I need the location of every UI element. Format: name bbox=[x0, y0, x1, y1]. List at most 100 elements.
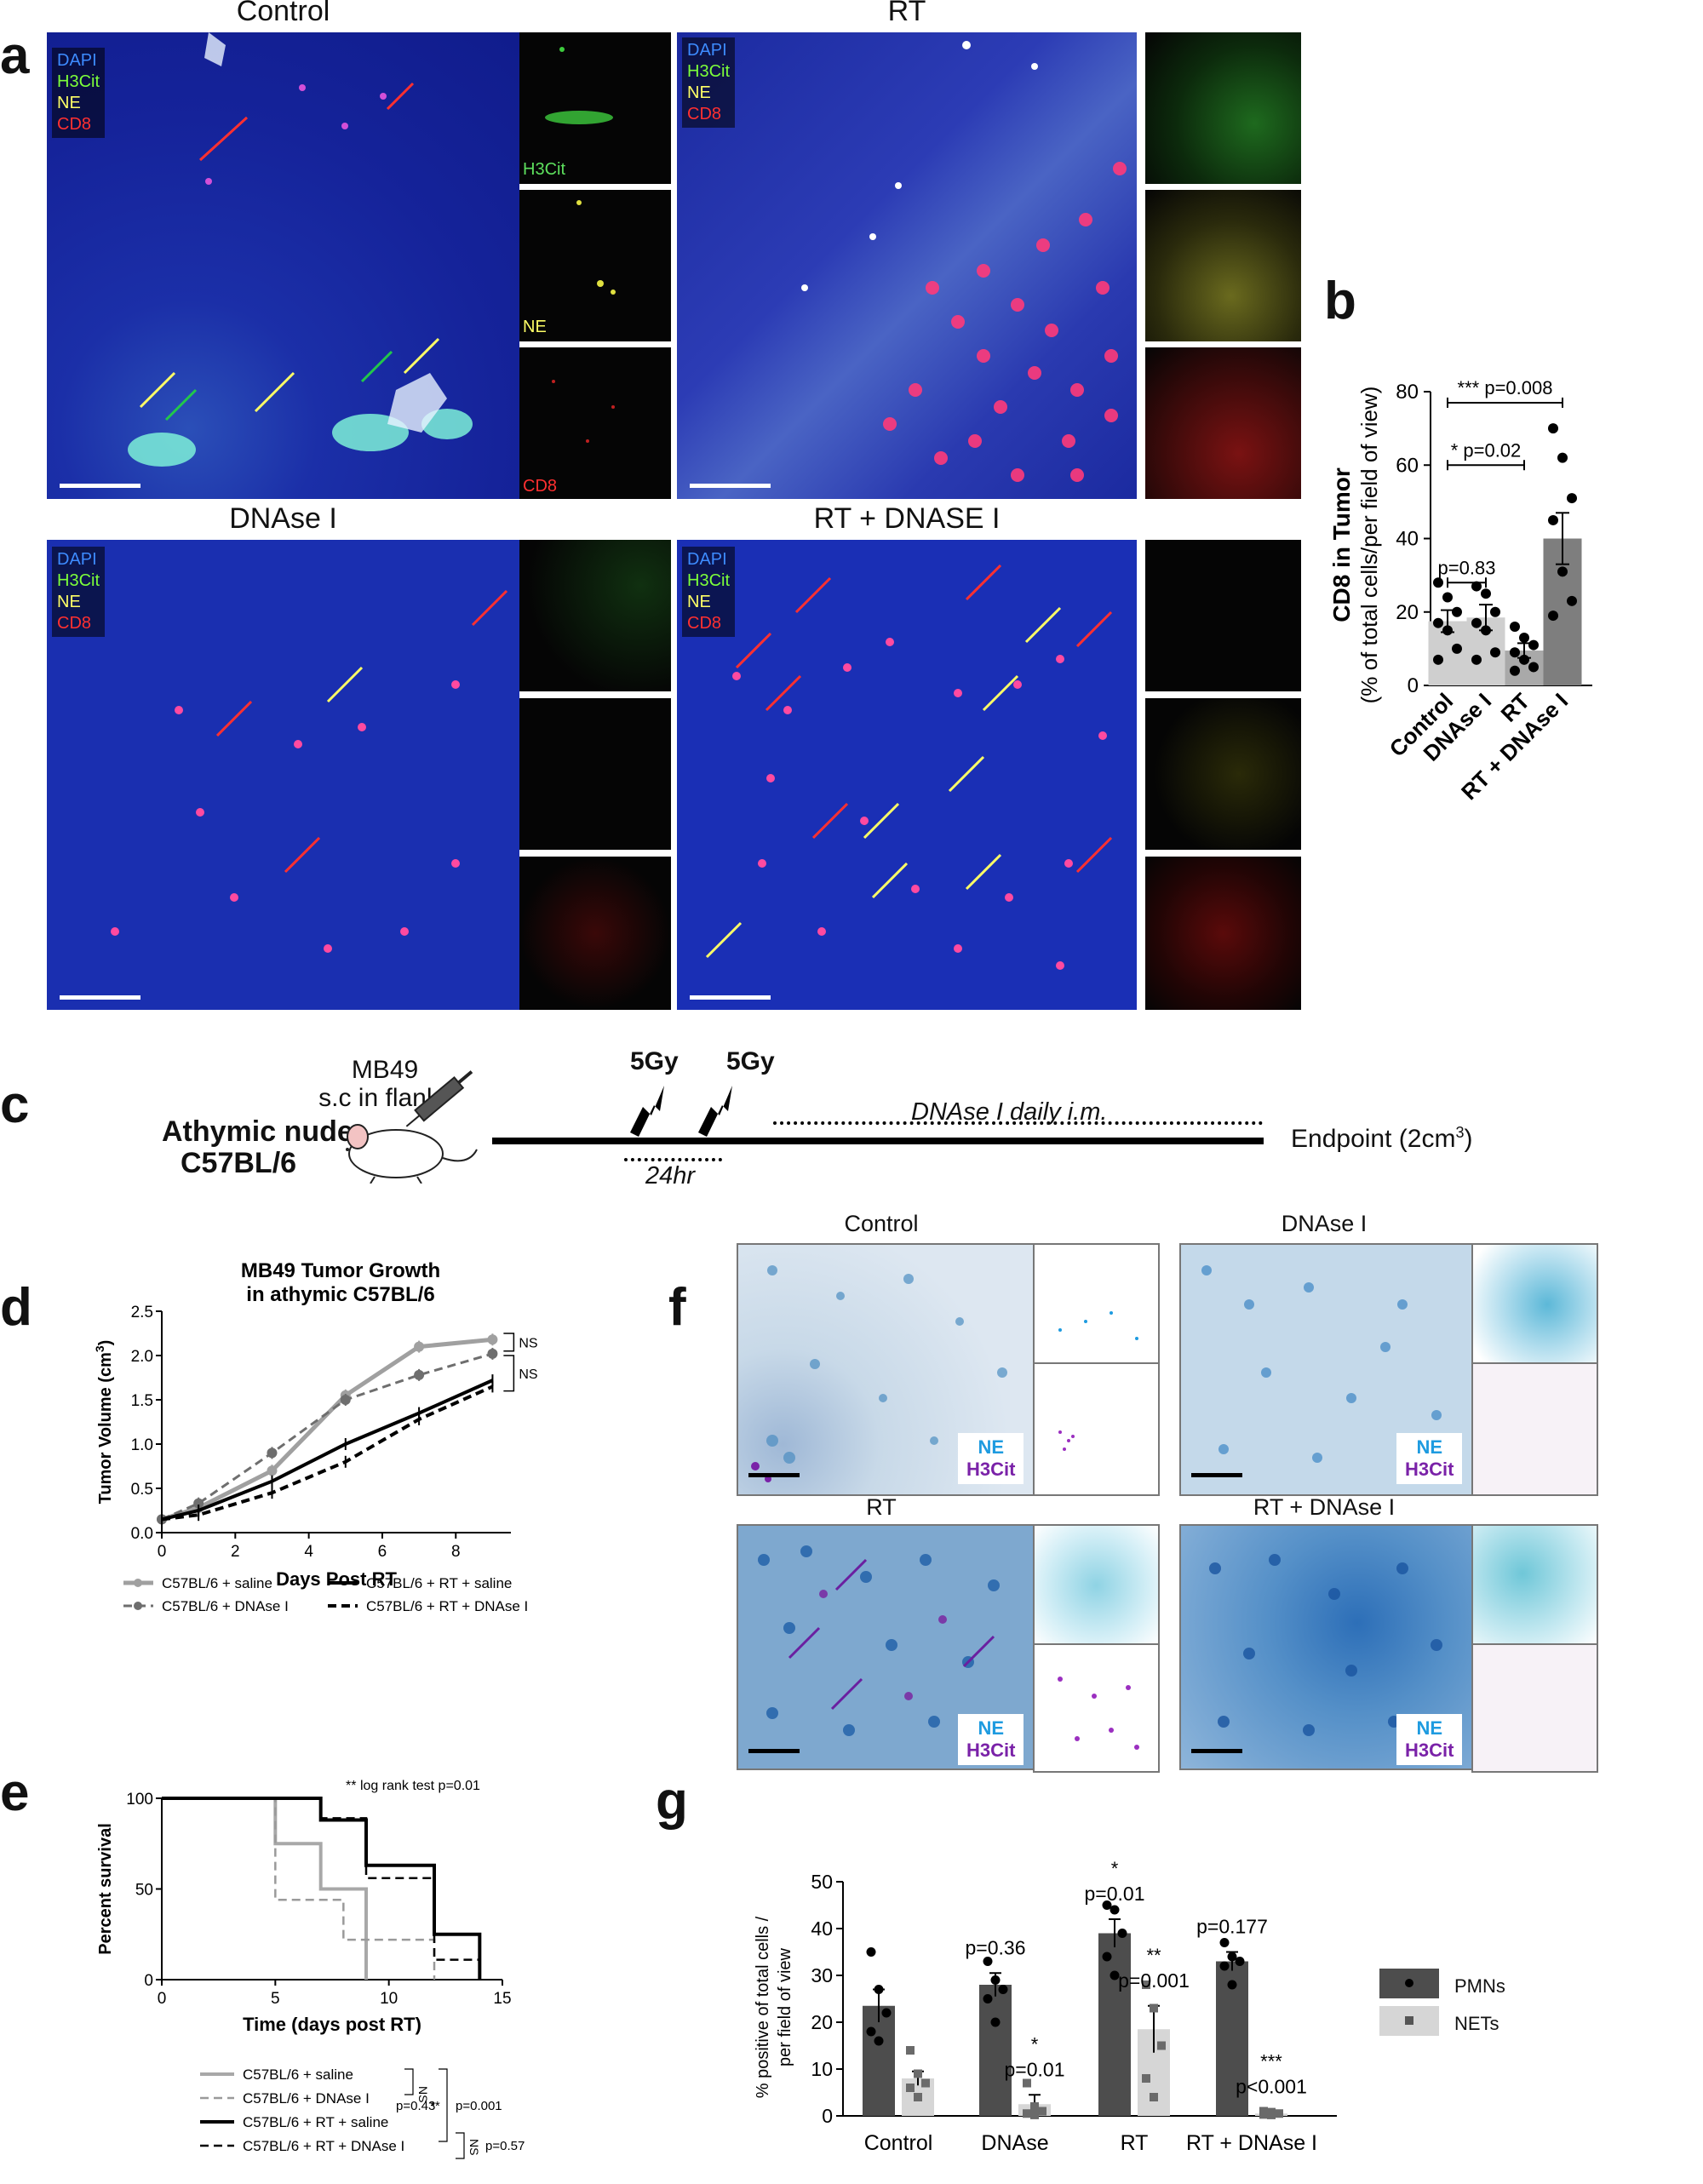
data-point bbox=[881, 2008, 892, 2018]
pmn-p-label: p=0.36 bbox=[966, 1936, 1026, 1958]
legend-marker bbox=[134, 1579, 142, 1587]
ihc-dnase-h3cit bbox=[1471, 1362, 1598, 1496]
data-point bbox=[866, 1947, 876, 1957]
legend-label-nets: NETs bbox=[1454, 2013, 1499, 2034]
data-point bbox=[1219, 1938, 1230, 1947]
panel-label-c: c bbox=[0, 1075, 30, 1134]
data-point bbox=[1157, 2041, 1166, 2050]
ihc-rt-dnase-h3cit bbox=[1471, 1643, 1598, 1773]
x-tick-label: 6 bbox=[378, 1543, 387, 1561]
ihc-legend-control: NE H3Cit bbox=[958, 1433, 1024, 1484]
radiation-bolt-icons bbox=[630, 1086, 732, 1137]
fluorescence-legend-dnase: DAPI H3Cit NE CD8 bbox=[52, 547, 106, 637]
panel-a-title-dnase: DNAse I bbox=[229, 502, 337, 535]
pmn-star-label: * bbox=[1111, 1858, 1119, 1879]
control-h3cit-channel: H3Cit bbox=[519, 32, 671, 184]
y-tick-label: 80 bbox=[1396, 381, 1419, 404]
stat-label: p=0.001 bbox=[456, 2099, 502, 2113]
x-tick-label: 10 bbox=[380, 1990, 398, 2008]
data-point bbox=[1490, 647, 1500, 658]
legend-ne: NE bbox=[57, 593, 81, 611]
data-point bbox=[1227, 1980, 1237, 1990]
x-tick-label: 8 bbox=[451, 1543, 461, 1561]
y-axis-label-close: ) bbox=[96, 1340, 115, 1346]
rt-dnase-ne-channel bbox=[1145, 698, 1301, 850]
data-point bbox=[1557, 452, 1568, 463]
legend-dapi: DAPI bbox=[687, 550, 727, 569]
x-axis-label: Days Post RT bbox=[276, 1568, 397, 1590]
x-tick-label: 0 bbox=[158, 1543, 167, 1561]
data-point bbox=[1235, 1957, 1245, 1966]
stat-label: NS bbox=[467, 2139, 481, 2155]
panel-f-title-control: Control bbox=[844, 1211, 919, 1236]
data-point bbox=[1490, 606, 1500, 617]
x-tick-label: RT bbox=[1121, 2131, 1149, 2155]
net-star-label: ** bbox=[1146, 1945, 1161, 1966]
channel-label-h3cit: H3Cit bbox=[523, 160, 566, 179]
net-p-label: p=0.01 bbox=[1005, 2058, 1065, 2080]
micrograph-control-merge: DAPI H3Cit NE CD8 bbox=[47, 32, 519, 499]
panel-a-title-control: Control bbox=[236, 0, 330, 27]
pmn-p-label: p=0.01 bbox=[1085, 1883, 1145, 1905]
data-point bbox=[1548, 610, 1558, 622]
data-point bbox=[1150, 2093, 1158, 2101]
data-point bbox=[1023, 2078, 1031, 2088]
legend-label: C57BL/6 + RT + DNAse I bbox=[243, 2138, 404, 2154]
chart-g: 0 10 20 30 40 50 % positive of total cells / pe… bbox=[754, 1858, 1337, 2155]
y-tick-label: 0.0 bbox=[131, 1525, 153, 1543]
endpoint-sup: 3 bbox=[1455, 1124, 1465, 1141]
data-point bbox=[983, 1994, 993, 2003]
panel-label-b: b bbox=[1324, 272, 1356, 330]
ihc-legend-dnase: NE H3Cit bbox=[1396, 1433, 1463, 1484]
net-star-label: *** bbox=[1260, 2051, 1282, 2072]
survival-curve bbox=[162, 1797, 481, 1980]
chart-e: 0 50 100 0 5 10 15 Time (days post RT) Percent s… bbox=[96, 1779, 525, 2159]
data-point bbox=[983, 1957, 993, 1966]
data-point bbox=[874, 2036, 884, 2046]
endpoint-close: ) bbox=[1464, 1125, 1473, 1153]
pmn-p-label: p=0.177 bbox=[1196, 1916, 1268, 1938]
data-point bbox=[1433, 654, 1443, 665]
data-point bbox=[1433, 617, 1443, 628]
timeline-axis bbox=[492, 1138, 1264, 1144]
net-p-label: p<0.001 bbox=[1236, 2076, 1307, 2098]
x-tick-label: DNAse bbox=[981, 2131, 1048, 2155]
panel-label-g: g bbox=[656, 1772, 688, 1831]
y-tick-label: 0 bbox=[144, 1972, 153, 1990]
ihc-legend-h3cit: H3Cit bbox=[966, 1459, 1016, 1480]
rt-h3cit-channel bbox=[1145, 32, 1301, 184]
ihc-control-h3cit bbox=[1033, 1362, 1160, 1496]
legend-label: C57BL/6 + saline bbox=[243, 2066, 353, 2083]
data-point bbox=[1528, 639, 1539, 651]
channel-label-ne: NE bbox=[523, 318, 547, 336]
y-axis-label: Percent survival bbox=[96, 1823, 115, 1955]
y-tick-label: 20 bbox=[1396, 601, 1419, 624]
stat-label: ** bbox=[430, 2099, 440, 2113]
data-point bbox=[990, 2017, 1001, 2027]
control-ne-channel: NE bbox=[519, 190, 671, 341]
data-point bbox=[1150, 2003, 1158, 2013]
scale-bar bbox=[60, 995, 140, 1000]
ihc-rt-ne bbox=[1033, 1524, 1160, 1647]
x-tick-label: 2 bbox=[231, 1543, 240, 1561]
ihc-legend-ne: NE bbox=[978, 1717, 1004, 1739]
ns-bracket bbox=[503, 1355, 515, 1392]
legend-marker-nets bbox=[1405, 2016, 1413, 2025]
y-tick-label: 30 bbox=[811, 1964, 833, 1986]
stat-label: p=0.57 bbox=[485, 2139, 525, 2153]
data-point bbox=[914, 2069, 922, 2078]
legend-dapi: DAPI bbox=[57, 51, 97, 70]
dnase-h3cit-channel bbox=[519, 540, 671, 691]
data-point bbox=[1117, 1929, 1127, 1938]
data-point bbox=[1557, 566, 1568, 577]
x-tick-label: Control bbox=[864, 2131, 933, 2155]
mouse-label-1: Athymic nude bbox=[162, 1115, 353, 1148]
panel-f-title-dnase: DNAse I bbox=[1281, 1211, 1368, 1236]
fluorescence-legend: DAPI H3Cit NE CD8 bbox=[52, 48, 106, 138]
data-point bbox=[1038, 2107, 1046, 2116]
stat-label: p=0.43 bbox=[396, 2099, 435, 2113]
ihc-legend-rt: NE H3Cit bbox=[958, 1714, 1024, 1765]
dose-2-label: 5Gy bbox=[726, 1047, 775, 1075]
rt-dnase-h3cit-channel bbox=[1145, 540, 1301, 691]
ihc-legend-ne: NE bbox=[978, 1436, 1004, 1458]
